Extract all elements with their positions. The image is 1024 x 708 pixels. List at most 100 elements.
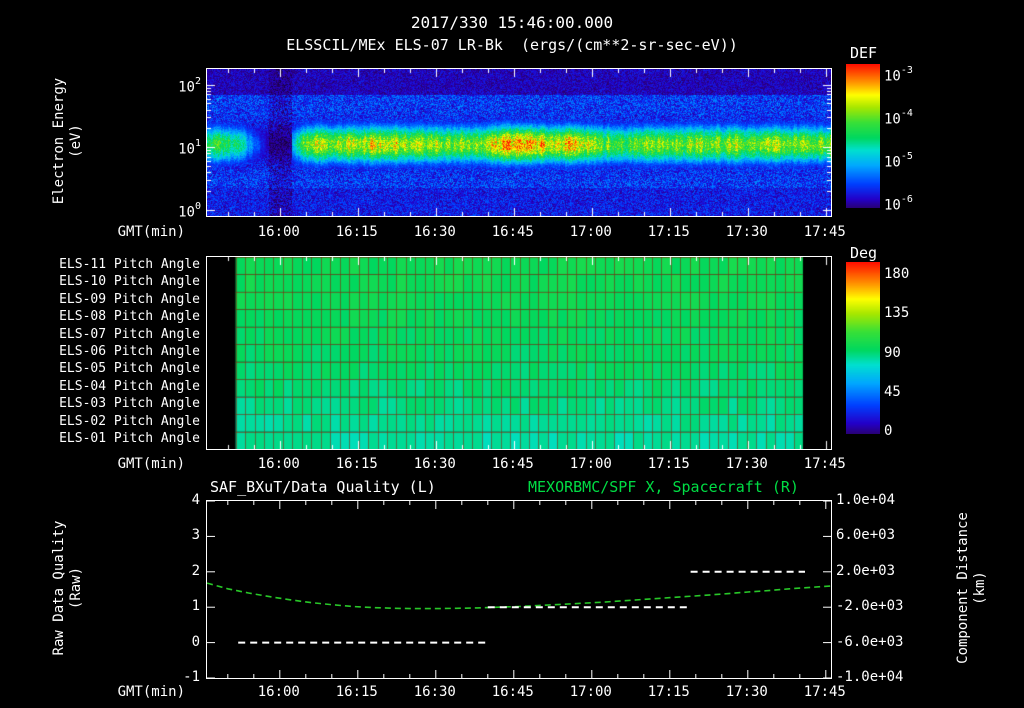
def-colorbar-title: DEF xyxy=(850,44,878,62)
x-axis-tick-label: 17:15 xyxy=(647,684,690,700)
quality-y-axis-label-line1: Raw Data Quality xyxy=(51,520,67,656)
distance-y-tick-label: 2.0e+03 xyxy=(836,562,896,579)
colorbar-tick-label: 90 xyxy=(884,344,901,361)
pitch-row-label: ELS-10 Pitch Angle xyxy=(59,274,200,290)
gmt-axis-label-3: GMT(min) xyxy=(117,684,185,700)
power-base: 10 xyxy=(884,111,901,128)
y-axis-tick-label: 100 xyxy=(141,200,201,221)
distance-y-tick-label: -2.0e+03 xyxy=(836,598,904,615)
distance-y-axis-label-line2: (km) xyxy=(972,571,988,605)
x-axis-tick-label: 17:15 xyxy=(647,456,690,472)
x-axis-tick-label: 17:00 xyxy=(569,684,612,700)
quality-y-tick-label: -1 xyxy=(183,669,200,685)
pitch-row-label: ELS-05 Pitch Angle xyxy=(59,361,200,377)
plot-subtitle: ELSSCIL/MEx ELS-07 LR-Bk (ergs/(cm**2-sr… xyxy=(286,36,738,54)
power-exponent: 1 xyxy=(194,138,201,150)
x-axis-tick-label: 17:45 xyxy=(803,224,846,240)
x-axis-tick-label: 16:15 xyxy=(335,684,378,700)
quality-y-tick-label: 3 xyxy=(191,527,200,544)
distance-y-tick-label: -1.0e+04 xyxy=(836,669,904,685)
power-exponent: -6 xyxy=(900,194,913,205)
y-axis-tick-label: 101 xyxy=(141,137,201,158)
pitch-angle-image xyxy=(207,257,831,449)
plot-timestamp: 2017/330 15:46:00.000 xyxy=(410,13,614,32)
colorbar-tick-label: 135 xyxy=(884,305,910,322)
x-axis-tick-label: 16:15 xyxy=(335,456,378,472)
x-axis-tick-label: 17:00 xyxy=(569,456,612,472)
quality-y-tick-label: 2 xyxy=(191,562,200,579)
power-exponent: -5 xyxy=(900,151,913,162)
distance-y-tick-label: 1.0e+04 xyxy=(836,492,896,508)
x-axis-tick-label: 17:30 xyxy=(725,224,768,240)
x-axis-tick-label: 16:15 xyxy=(335,224,378,240)
spectrogram-y-axis-label: Electron Energy (eV) xyxy=(51,21,85,261)
x-axis-tick-label: 17:30 xyxy=(725,456,768,472)
pitch-row-label: ELS-09 Pitch Angle xyxy=(59,291,200,307)
distance-y-tick-label: 6.0e+03 xyxy=(836,527,896,544)
x-axis-tick-label: 16:30 xyxy=(413,224,456,240)
deg-colorbar-title: Deg xyxy=(850,244,878,262)
power-base: 10 xyxy=(884,154,901,171)
gmt-axis-label-1: GMT(min) xyxy=(117,224,185,240)
gmt-axis-label-2: GMT(min) xyxy=(117,456,185,472)
spectrogram-image xyxy=(207,69,831,216)
x-axis-tick-label: 16:45 xyxy=(491,684,534,700)
pitch-row-label: ELS-02 Pitch Angle xyxy=(59,413,200,429)
x-axis-tick-label: 16:00 xyxy=(257,456,300,472)
quality-y-tick-label: 1 xyxy=(191,598,200,615)
pitch-row-label: ELS-04 Pitch Angle xyxy=(59,378,200,394)
quality-y-axis-label: Raw Data Quality (Raw) xyxy=(51,468,85,708)
quality-y-tick-label: 0 xyxy=(191,633,200,650)
quality-distance-panel xyxy=(206,500,832,679)
distance-y-axis-label-line1: Component Distance xyxy=(955,512,971,664)
spectrogram-y-axis-label-line1: Electron Energy xyxy=(51,77,67,205)
pitch-row-label: ELS-06 Pitch Angle xyxy=(59,344,200,359)
pitch-row-label: ELS-01 Pitch Angle xyxy=(59,431,200,447)
colorbar-tick-label: 0 xyxy=(884,423,893,439)
colorbar-tick-label: 10-5 xyxy=(884,150,964,171)
quality-y-tick-label: 4 xyxy=(191,492,200,508)
x-axis-tick-label: 17:15 xyxy=(647,224,690,240)
x-axis-tick-label: 17:45 xyxy=(803,684,846,700)
pitch-angle-panel xyxy=(206,256,832,450)
x-axis-tick-label: 16:30 xyxy=(413,684,456,700)
x-axis-tick-label: 16:30 xyxy=(413,456,456,472)
colorbar-tick-label: 10-6 xyxy=(884,193,964,214)
quality-distance-plot xyxy=(207,501,831,678)
power-exponent: 0 xyxy=(194,200,201,212)
colorbar-tick-label: 45 xyxy=(884,383,901,400)
power-base: 10 xyxy=(178,204,195,221)
distance-curve xyxy=(207,582,831,610)
power-base: 10 xyxy=(884,68,901,85)
pitch-row-label: ELS-07 Pitch Angle xyxy=(59,326,200,342)
quality-series-title: SAF_BXuT/Data Quality (L) xyxy=(210,478,436,496)
x-axis-tick-label: 17:00 xyxy=(569,224,612,240)
y-axis-tick-label: 102 xyxy=(141,75,201,96)
x-axis-tick-label: 16:00 xyxy=(257,684,300,700)
power-exponent: -4 xyxy=(900,108,913,119)
spectrogram-panel xyxy=(206,68,832,217)
distance-y-axis-label: Component Distance (km) xyxy=(955,468,989,708)
colorbar-tick-label: 10-4 xyxy=(884,107,964,128)
spectrogram-y-axis-label-line2: (eV) xyxy=(68,124,84,158)
pitch-row-label: ELS-03 Pitch Angle xyxy=(59,396,200,412)
x-axis-tick-label: 17:30 xyxy=(725,684,768,700)
distance-y-tick-label: -6.0e+03 xyxy=(836,633,904,650)
deg-colorbar xyxy=(846,262,880,434)
colorbar-tick-label: 10-3 xyxy=(884,64,964,85)
pitch-row-label: ELS-08 Pitch Angle xyxy=(59,309,200,325)
colorbar-tick-label: 180 xyxy=(884,266,910,282)
def-colorbar xyxy=(846,64,880,208)
x-axis-tick-label: 16:00 xyxy=(257,224,300,240)
quality-y-axis-label-line2: (Raw) xyxy=(68,566,84,610)
x-axis-tick-label: 16:45 xyxy=(491,224,534,240)
power-exponent: 2 xyxy=(194,75,201,87)
power-base: 10 xyxy=(884,197,901,214)
power-base: 10 xyxy=(178,141,195,158)
power-base: 10 xyxy=(178,79,195,96)
power-exponent: -3 xyxy=(900,65,913,76)
distance-series-title: MEXORBMC/SPF X, Spacecraft (R) xyxy=(528,478,799,496)
pitch-row-label: ELS-11 Pitch Angle xyxy=(59,256,200,272)
x-axis-tick-label: 16:45 xyxy=(491,456,534,472)
x-axis-tick-label: 17:45 xyxy=(803,456,846,472)
